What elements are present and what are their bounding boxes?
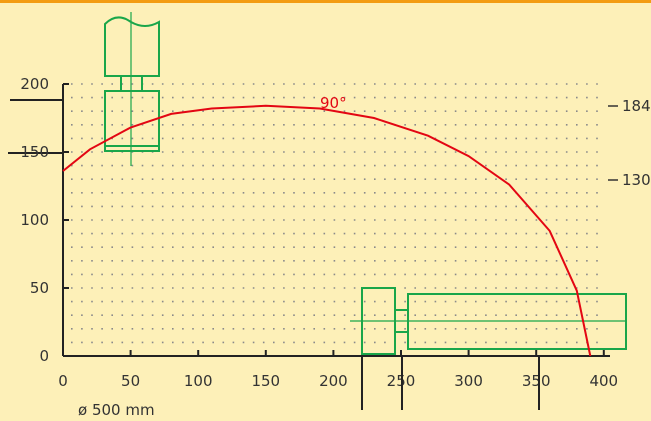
y-tick-label: 50 — [30, 279, 49, 297]
x-tick-label: 100 — [184, 372, 213, 390]
vertical-device-body — [104, 90, 160, 152]
vertical-device-shape — [104, 12, 160, 166]
ref-label-130: 130 — [622, 171, 651, 189]
y-tick-label: 150 — [20, 143, 49, 161]
x-tick-label: 200 — [319, 372, 348, 390]
x-tick-label: 350 — [522, 372, 551, 390]
x-tick-label: 0 — [58, 372, 68, 390]
y-tick-label: 0 — [39, 347, 49, 365]
dotted-grid — [71, 83, 605, 357]
y-tick-label: 100 — [20, 211, 49, 229]
top-accent-bar — [0, 0, 651, 3]
reach-curve-90 — [62, 104, 592, 357]
curve-angle-label: 90° — [320, 94, 347, 112]
x-tick-label: 50 — [121, 372, 140, 390]
ref-label-184: 184 — [622, 97, 651, 115]
y-tick-label: 200 — [20, 75, 49, 93]
x-tick-label: 300 — [454, 372, 483, 390]
vertical-device-head — [104, 16, 160, 77]
y-ticks: 0 50 100 150 200 — [20, 75, 69, 365]
x-tick-label: 400 — [589, 372, 618, 390]
diameter-note: ø 500 mm — [78, 401, 155, 419]
x-tick-label: 150 — [251, 372, 280, 390]
horizontal-device-shape — [350, 287, 627, 355]
